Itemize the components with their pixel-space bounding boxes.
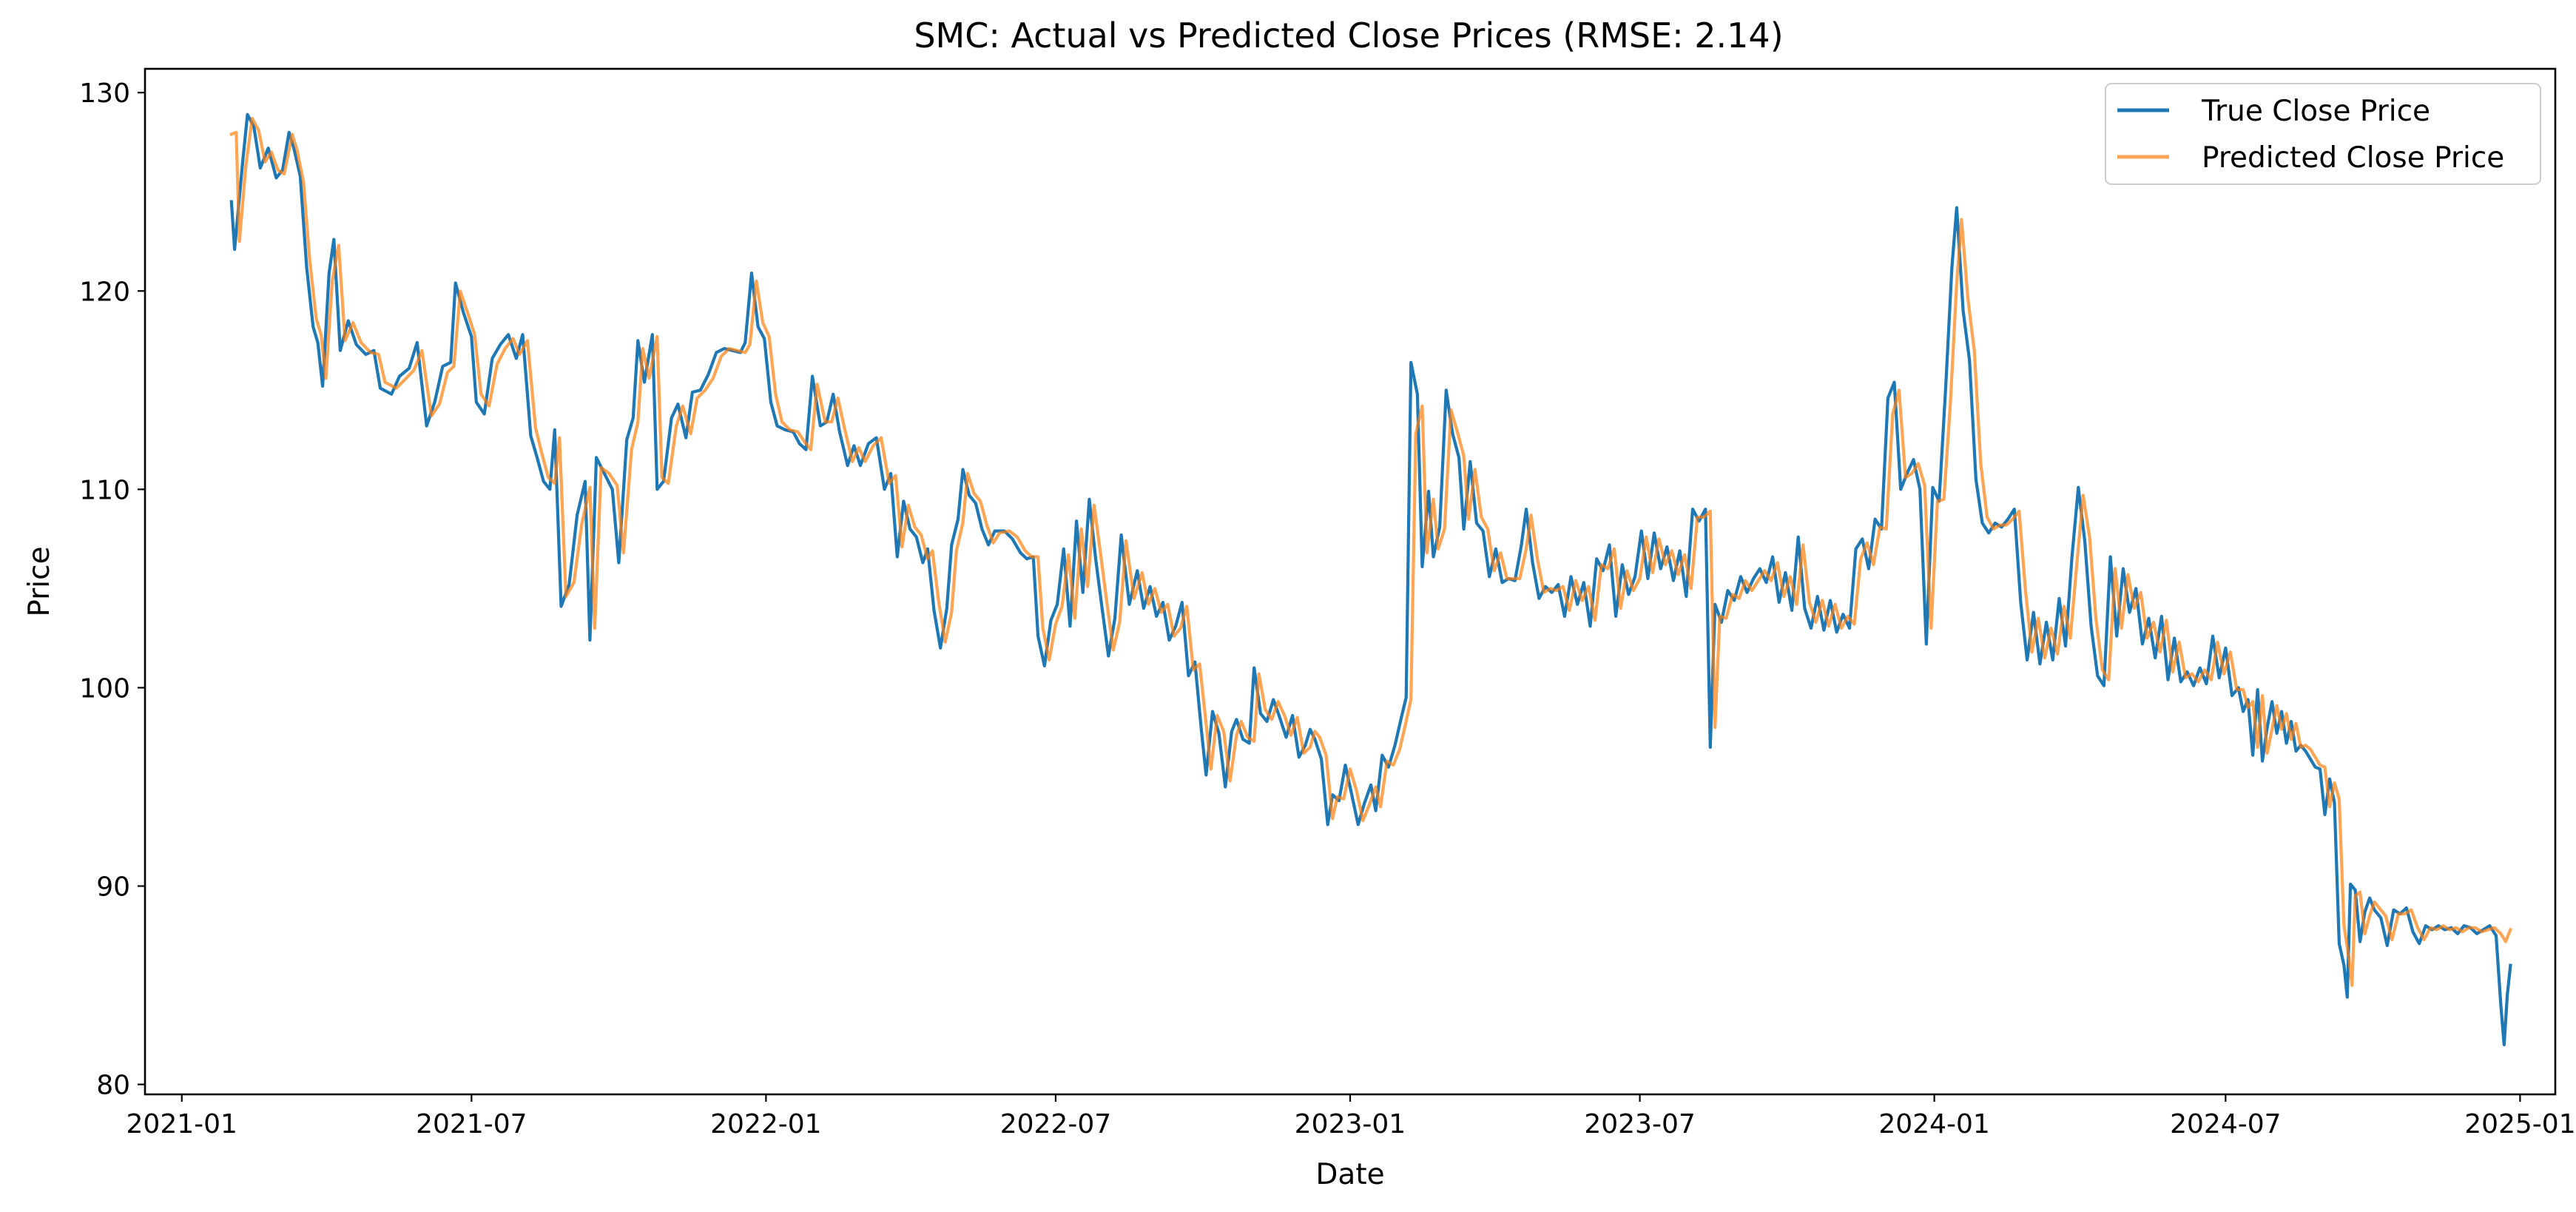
y-tick-label: 80 (96, 1071, 130, 1101)
legend: True Close Price Predicted Close Price (2105, 83, 2541, 185)
x-tick-label: 2021-07 (416, 1109, 527, 1139)
series-layer (229, 112, 2513, 1047)
legend-box (2105, 83, 2541, 185)
y-tick-label: 120 (79, 277, 130, 307)
x-tick-label: 2024-07 (2170, 1109, 2281, 1139)
y-tick-label: 110 (79, 475, 130, 505)
x-tick-label: 2023-07 (1584, 1109, 1695, 1139)
x-axis-label: Date (1315, 1158, 1384, 1191)
x-tick-label: 2022-01 (710, 1109, 821, 1139)
chart-title: SMC: Actual vs Predicted Close Prices (R… (914, 16, 1783, 55)
x-tick-label: 2025-01 (2464, 1109, 2575, 1139)
x-tick-label: 2023-01 (1295, 1109, 1406, 1139)
y-axis: 80 90 100 110 120 130 (79, 78, 145, 1101)
legend-true-label: True Close Price (2201, 95, 2430, 128)
y-axis-label: Price (23, 546, 56, 616)
x-tick-label: 2024-01 (1878, 1109, 1989, 1139)
y-tick-label: 100 (79, 673, 130, 704)
x-tick-label: 2021-01 (127, 1109, 237, 1139)
true-close-line (229, 112, 2512, 1047)
predicted-close-line (229, 116, 2513, 987)
y-tick-label: 130 (79, 78, 130, 109)
legend-predicted-label: Predicted Close Price (2202, 141, 2504, 175)
y-tick-label: 90 (96, 872, 130, 903)
x-axis: 2021-01 2021-07 2022-01 2022-07 2023-01 2023-… (127, 1094, 2576, 1139)
x-tick-label: 2022-07 (1000, 1109, 1111, 1139)
